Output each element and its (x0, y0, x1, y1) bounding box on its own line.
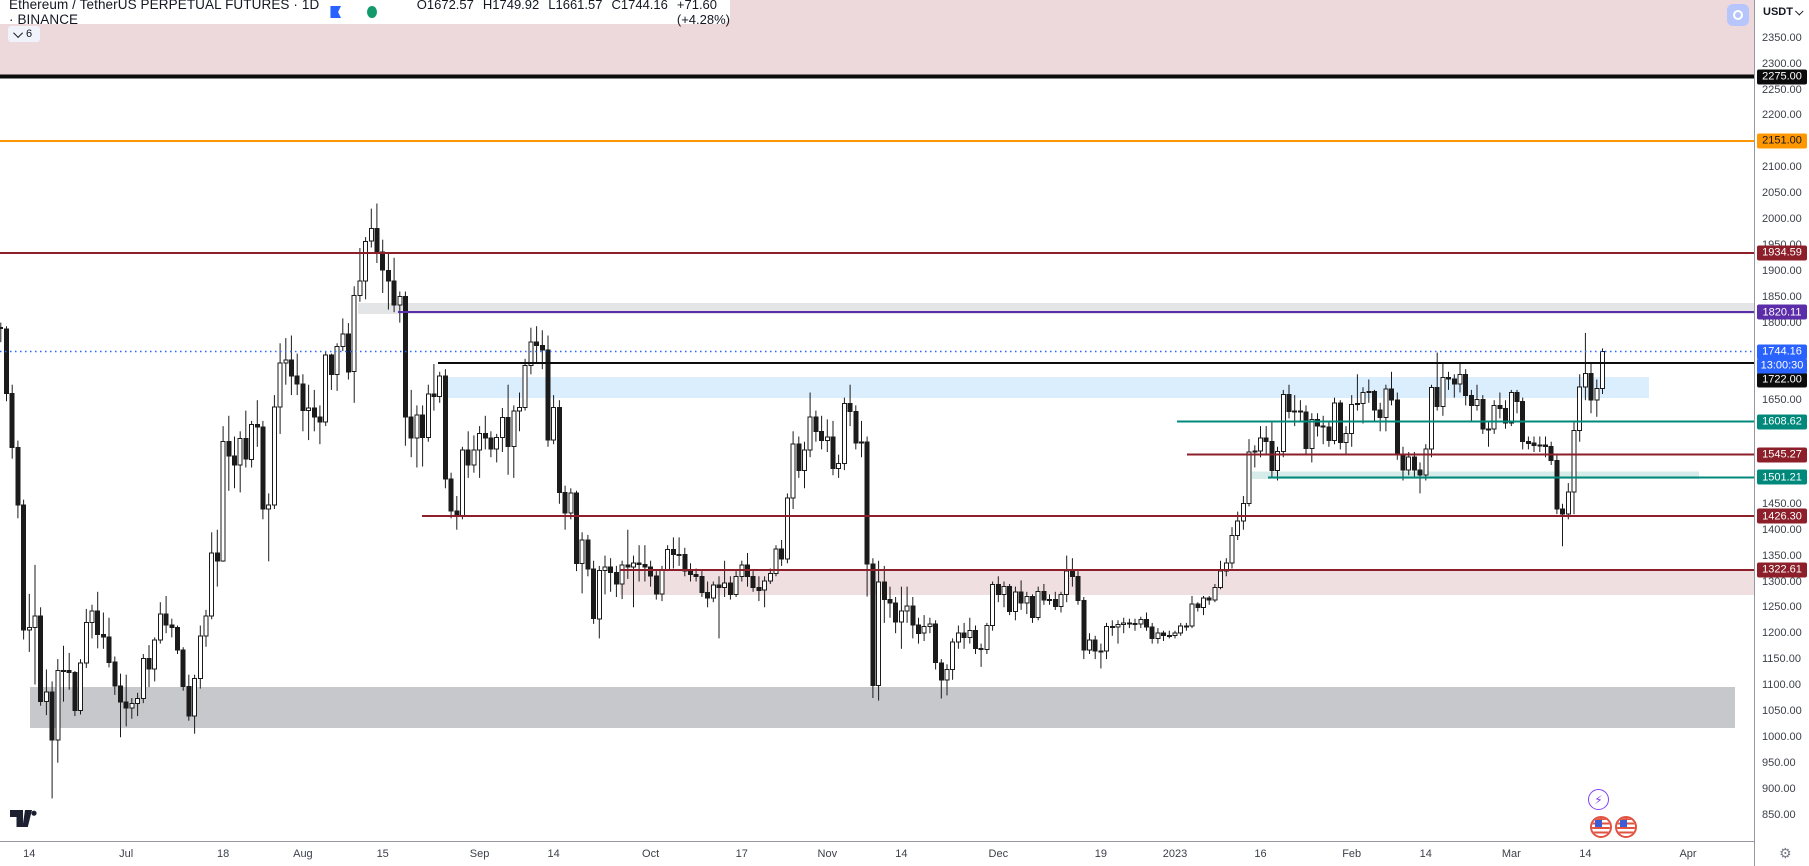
time-tick: 15 (376, 848, 389, 860)
teal-zone-1500[interactable] (1252, 471, 1699, 479)
time-tick: 17 (735, 848, 748, 860)
price-level-label[interactable]: 1426.30 (1757, 508, 1807, 524)
time-tick: Nov (817, 848, 838, 860)
time-tick: 18 (216, 848, 230, 860)
us-economic-event-icon[interactable] (1590, 816, 1612, 838)
time-tick: Apr (1679, 848, 1697, 860)
price-tick: 2000.00 (1762, 213, 1802, 225)
price-tick: 1800.00 (1762, 316, 1802, 329)
gray-zone-bottom[interactable] (30, 687, 1735, 728)
price-tick: 1850.00 (1762, 290, 1802, 303)
currency-selector[interactable]: USDT (1763, 6, 1804, 18)
us-flag-icon (1617, 818, 1635, 836)
flag-icon[interactable] (330, 6, 342, 18)
price-level-label[interactable]: 1608.62 (1757, 414, 1807, 430)
time-tick: 16 (1254, 848, 1267, 860)
time-tick: 2023 (1162, 848, 1188, 860)
time-tick: Dec (988, 848, 1009, 860)
price-tick: 1650.00 (1762, 394, 1802, 407)
time-tick: Oct (642, 848, 660, 860)
price-tick: 1400.00 (1762, 523, 1802, 536)
price-tick: 2100.00 (1762, 161, 1802, 174)
symbol-header[interactable]: Ethereum / TetherUS PERPETUAL FUTURES · … (0, 0, 730, 27)
price-level-label[interactable]: 1501.21 (1757, 469, 1807, 485)
low-value: L1661.57 (548, 0, 603, 12)
time-tick: 14 (547, 848, 560, 860)
chevron-down-icon (13, 27, 23, 38)
time-tick: Jul (119, 848, 134, 860)
high-value: H1749.92 (482, 0, 540, 12)
price-tick: 1150.00 (1762, 653, 1801, 666)
axis-settings-gear-icon[interactable]: ⚙ (1779, 845, 1792, 861)
price-tick: 2300.00 (1762, 57, 1802, 70)
symbol-title[interactable]: Ethereum / TetherUS PERPETUAL FUTURES · … (9, 0, 320, 27)
time-axis[interactable]: 14 Jul 18 Aug 15 Sep 14 Oct 17 Nov 14 Dec 19 2023 16 Fe… (0, 841, 1809, 866)
price-tick: 1250.00 (1762, 601, 1802, 614)
price-tick: 1300.00 (1762, 575, 1802, 588)
time-tick: 14 (23, 848, 36, 860)
tradingview-logo[interactable] (10, 810, 37, 833)
time-tick: Aug (293, 848, 313, 860)
price-level-label[interactable]: 1322.61 (1757, 562, 1807, 578)
close-value: C1744.16 (611, 0, 668, 12)
candlestick-series (0, 203, 1605, 799)
price-axis[interactable]: USDT 2350.00 2300.00 2250.00 2200.00 2100.00… (1754, 0, 1809, 866)
time-tick: 14 (895, 848, 908, 860)
ohlc-values: O1672.57 H1749.92 L1661.57 C1744.16 +71.… (417, 0, 730, 27)
blue-zone-1670[interactable] (446, 376, 1649, 399)
indicator-count: 6 (25, 28, 33, 40)
open-value: O1672.57 (416, 0, 474, 12)
chevron-down-icon (1795, 7, 1804, 16)
price-tick: 850.00 (1762, 808, 1796, 821)
time-tick: 14 (1579, 848, 1592, 860)
price-level-label[interactable]: 1934.59 (1757, 245, 1807, 261)
price-tick: 1000.00 (1762, 730, 1802, 743)
price-tick: 1350.00 (1762, 549, 1802, 562)
price-tick: 900.00 (1762, 782, 1796, 795)
price-tick: 2250.00 (1762, 83, 1802, 96)
price-tick: 1200.00 (1762, 627, 1802, 640)
us-flag-icon (1592, 818, 1610, 836)
gray-zone-1820[interactable] (358, 302, 1754, 314)
market-status-dot-icon[interactable] (367, 6, 377, 18)
price-tick: 950.00 (1762, 756, 1796, 769)
time-tick: Sep (469, 848, 490, 860)
us-economic-event-icon[interactable] (1615, 816, 1637, 838)
price-tick: 1900.00 (1762, 264, 1802, 277)
bar-countdown-label[interactable]: 13:00:30 (1757, 358, 1807, 373)
price-tick: 1050.00 (1762, 704, 1802, 717)
price-tick: 2200.00 (1762, 109, 1802, 122)
time-tick: 19 (1094, 848, 1108, 860)
price-level-label[interactable]: 1722.00 (1757, 372, 1807, 387)
pink-zone-1322[interactable] (620, 569, 1754, 595)
price-level-label[interactable]: 2151.00 (1757, 133, 1807, 149)
change-value: +71.60 (+4.28%) (676, 0, 731, 27)
price-tick: 2350.00 (1762, 31, 1802, 44)
event-lightning-icon[interactable]: ⚡ (1588, 789, 1609, 810)
candlestick-chart-canvas[interactable] (0, 0, 1754, 841)
circle-glyph-icon (1733, 10, 1743, 20)
current-price-label[interactable]: 1744.16 (1757, 344, 1807, 359)
price-tick: 2050.00 (1762, 187, 1802, 200)
price-level-label[interactable]: 1820.11 (1757, 304, 1807, 320)
indicators-collapse-toggle[interactable]: 6 (8, 26, 40, 42)
price-level-label[interactable]: 2275.00 (1757, 69, 1807, 85)
price-tick: 1450.00 (1762, 497, 1802, 510)
time-tick: Mar (1501, 848, 1521, 860)
toolbar-handle-icon[interactable] (1727, 4, 1749, 26)
price-level-label[interactable]: 1545.27 (1757, 447, 1807, 462)
time-tick: 14 (1419, 848, 1432, 860)
price-tick: 1100.00 (1762, 679, 1801, 691)
currency-label: USDT (1763, 6, 1793, 18)
time-tick: Feb (1342, 848, 1362, 860)
